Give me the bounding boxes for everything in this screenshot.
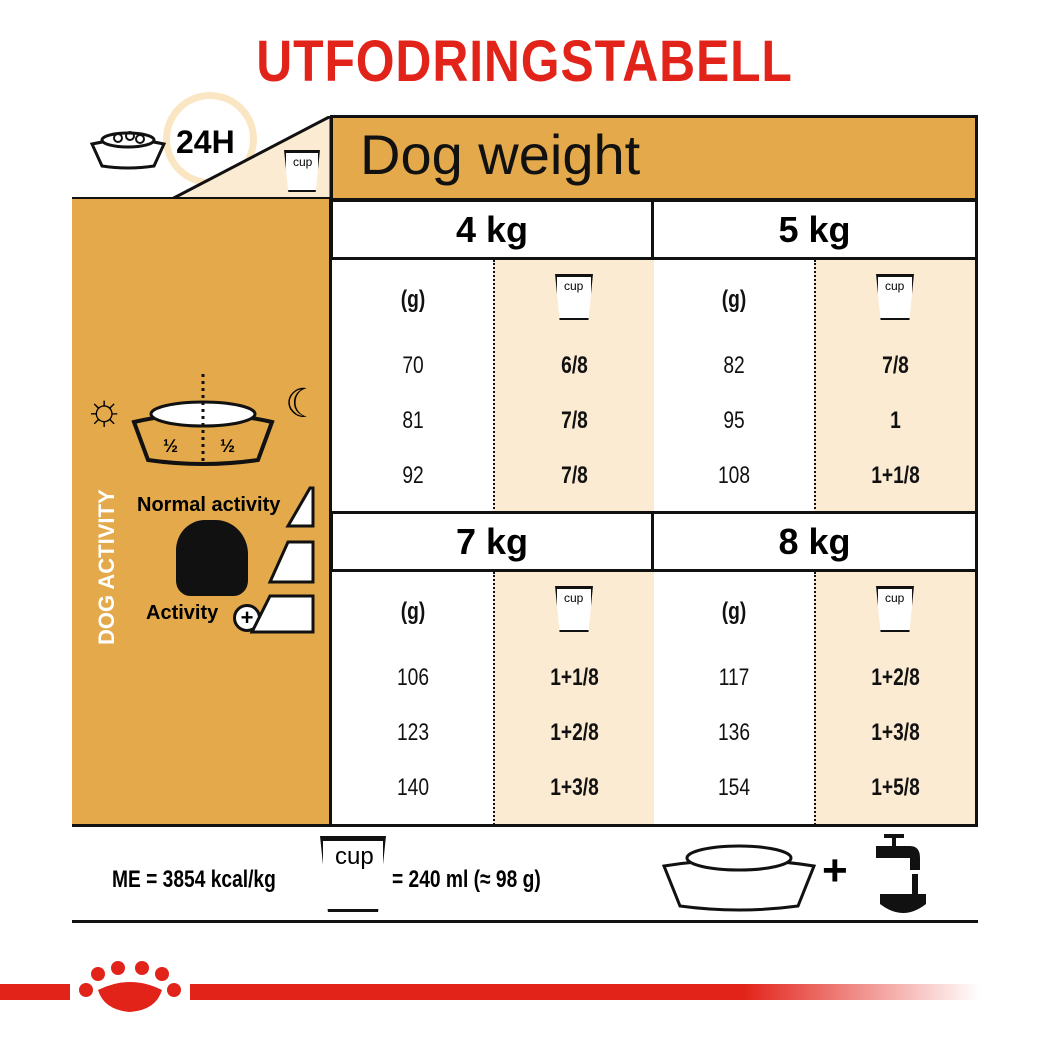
grams-header: (g): [721, 598, 747, 625]
weight-header-title: Dog weight: [360, 123, 641, 186]
grams-value: 140: [396, 774, 430, 801]
cup-icon: cup: [876, 586, 914, 632]
weight-header: 8 kg: [651, 511, 978, 572]
grams-value: 136: [717, 719, 751, 746]
plus-sign: +: [822, 846, 848, 895]
grams-value: 95: [723, 407, 745, 434]
table-left-border: [329, 199, 332, 826]
cup-value: 7/8: [561, 407, 588, 434]
cup-icon: cup: [876, 274, 914, 320]
cup-value: 1+5/8: [871, 774, 920, 801]
cup-icon: cup: [555, 274, 593, 320]
normal-activity-label: Normal activity: [137, 494, 281, 516]
split-bowl-icon: [131, 374, 275, 466]
water-tap-icon: [876, 834, 926, 913]
activity-level-bars: [249, 486, 315, 634]
grams-column: (g) 117 136 154: [654, 572, 814, 825]
cup-text: cup: [335, 843, 374, 870]
grams-value: 117: [718, 664, 750, 691]
cup-icon: cup: [555, 586, 593, 632]
cup-value: 6/8: [561, 352, 588, 379]
grams-header: (g): [400, 286, 426, 313]
dog-activity-label: DOG ACTIVITY: [94, 489, 119, 645]
weight-header-bar: [330, 115, 978, 201]
period-label: 24H: [176, 124, 235, 160]
grams-value: 82: [723, 352, 745, 379]
weight-header: 5 kg: [651, 199, 978, 260]
half-left: ½: [163, 436, 179, 456]
grams-header: (g): [400, 598, 426, 625]
cup-value: 1: [890, 407, 901, 434]
weight-label: 8 kg: [778, 520, 851, 562]
weight-block: (g) 70 81 92 cup 6/8 7/8 7/8: [333, 260, 654, 513]
weight-label: 4 kg: [455, 208, 529, 250]
cup-column: cup 1+1/8 1+2/8 1+3/8: [493, 572, 654, 825]
brand-strip-left: [0, 984, 70, 1000]
weight-header: 4 kg: [330, 199, 654, 260]
weight-label: 7 kg: [455, 520, 529, 562]
cup-value: 1+3/8: [550, 774, 599, 801]
weight-label: 5 kg: [778, 208, 851, 250]
cup-value: 1+1/8: [550, 664, 599, 691]
cup-value: 1+1/8: [871, 462, 920, 489]
moon-icon: ☾: [285, 382, 321, 426]
weight-block: (g) 117 136 154 cup 1+2/8 1+3/8 1+5/8: [654, 572, 975, 825]
dog-silhouette-icon: [176, 520, 248, 596]
grams-value: 70: [402, 352, 424, 379]
cup-text: cup: [885, 279, 905, 293]
cup-equivalent: = 240 ml (≈ 98 g): [392, 866, 541, 893]
energy-value: ME = 3854 kcal/kg: [112, 866, 276, 893]
footer-top-line: [72, 824, 978, 827]
footer-cup-icon: cup: [320, 836, 386, 912]
food-bowl-large-icon: [661, 844, 817, 912]
table-right-border: [975, 199, 978, 826]
cup-text: cup: [564, 279, 584, 293]
cup-text: cup: [885, 591, 905, 605]
royal-canin-crown-logo: [79, 961, 181, 1012]
sun-icon: ☼: [84, 385, 125, 434]
cup-value: 7/8: [882, 352, 909, 379]
grams-header: (g): [721, 286, 747, 313]
grams-value: 108: [717, 462, 751, 489]
grams-value: 106: [396, 664, 430, 691]
cup-value: 1+2/8: [550, 719, 599, 746]
grams-column: (g) 70 81 92: [333, 260, 493, 513]
cup-text: cup: [293, 155, 313, 169]
weight-header: 7 kg: [330, 511, 654, 572]
header-cup-icon: cup: [284, 150, 320, 192]
grams-column: (g) 82 95 108: [654, 260, 814, 513]
cup-text: cup: [564, 591, 584, 605]
half-right: ½: [220, 436, 236, 456]
activity-plus-label: Activity: [146, 602, 219, 624]
grams-value: 154: [717, 774, 751, 801]
food-bowl-icon: [89, 131, 167, 170]
cup-value: 7/8: [561, 462, 588, 489]
footer-bottom-line: [72, 920, 978, 923]
activity-panel: [72, 199, 330, 826]
cup-column: cup 6/8 7/8 7/8: [493, 260, 654, 513]
cup-column: cup 1+2/8 1+3/8 1+5/8: [814, 572, 975, 825]
grams-value: 81: [402, 407, 424, 434]
weight-block: (g) 106 123 140 cup 1+1/8 1+2/8 1+3/8: [333, 572, 654, 825]
weight-block: (g) 82 95 108 cup 7/8 1 1+1/8: [654, 260, 975, 513]
brand-strip-right: [190, 984, 980, 1000]
cup-value: 1+3/8: [871, 719, 920, 746]
cup-value: 1+2/8: [871, 664, 920, 691]
cup-column: cup 7/8 1 1+1/8: [814, 260, 975, 513]
grams-value: 92: [402, 462, 424, 489]
page-title: UTFODRINGSTABELL: [256, 29, 793, 94]
grams-column: (g) 106 123 140: [333, 572, 493, 825]
grams-value: 123: [396, 719, 430, 746]
